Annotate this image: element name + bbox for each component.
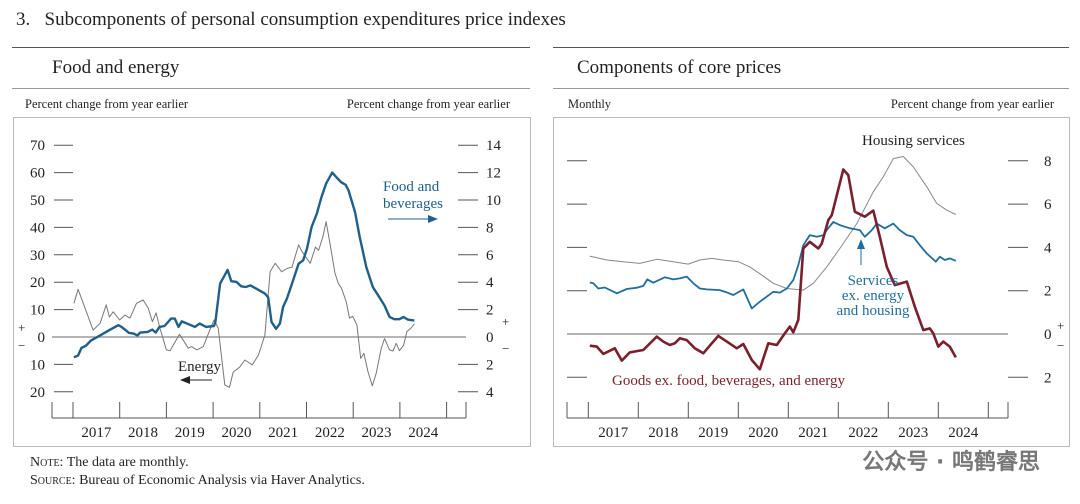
food-beverages-label: Food and [383,179,440,195]
x-tick-label: 2017 [598,425,629,441]
y-tick-label-right: 2 [1044,284,1052,300]
note-line: Note: The data are monthly. [30,455,189,471]
x-tick-label: 2020 [748,425,778,441]
y-tick-label-left: 50 [30,193,45,209]
x-tick-label: 2023 [362,425,392,441]
source-label: Source: [30,473,76,488]
y-tick-label-left: 10 [30,357,45,373]
arrowhead-icon [428,215,438,223]
source-text: Bureau of Economic Analysis via Haver An… [79,473,365,488]
x-tick-label: 2019 [175,425,205,441]
panel-title-core-prices: Components of core prices [577,57,782,78]
y-tick-label-right: 8 [486,220,494,236]
note-text: The data are monthly. [66,455,189,470]
panel-title-food-energy: Food and energy [52,57,180,78]
right-axis-unit-label: Percent change from year earlier [346,97,510,111]
services-ex-energy-housing-line [589,221,957,310]
goods-label: Goods ex. food, beverages, and energy [612,373,845,389]
figure-title-text: Subcomponents of personal consumption ex… [44,9,566,30]
minus-sign: − [1057,338,1064,353]
y-tick-label-right: 4 [1044,240,1052,256]
plus-sign: + [18,320,25,335]
right-axis-unit-label: Percent change from year earlier [890,97,1054,111]
arrowhead-icon [857,239,865,249]
left-axis-unit-label: Monthly [568,97,612,111]
source-line: Source: Bureau of Economic Analysis via … [30,473,365,489]
y-tick-label-right: 2 [1044,370,1052,386]
x-tick-label: 2018 [128,425,158,441]
y-tick-label-left: 30 [30,248,45,264]
y-tick-label-right: 6 [1044,197,1052,213]
y-tick-label-right: 0 [1044,327,1052,343]
y-tick-label-left: 60 [30,166,45,182]
y-tick-label-right: 2 [486,303,494,319]
x-tick-label: 2017 [81,425,112,441]
chart-frame-left [13,117,531,447]
y-tick-label-left: 0 [38,330,46,346]
y-tick-label-right: 10 [486,193,501,209]
figure-title: 3. Subcomponents of personal consumption… [16,9,566,31]
x-tick-label: 2020 [221,425,251,441]
goods-ex-food-energy-line [589,168,957,371]
x-tick-label: 2024 [408,425,439,441]
plus-sign: + [1057,318,1064,333]
left-axis-unit-label: Percent change from year earlier [25,97,189,111]
housing-services-label: Housing services [862,133,965,149]
energy-line [73,221,415,388]
x-tick-label: 2023 [898,425,928,441]
services-label: Services [848,273,899,289]
y-tick-label-right: 14 [486,138,502,154]
top-rule-left [12,47,530,48]
x-tick-label: 2021 [268,425,298,441]
services-label: ex. energy [842,288,905,304]
minus-sign: − [18,338,25,353]
panel-rule-right [553,88,1069,89]
top-rule-right [553,47,1069,48]
x-tick-label: 2021 [798,425,828,441]
arrowhead-icon [180,376,190,384]
y-tick-label-left: 10 [30,303,45,319]
minus-sign: − [502,341,509,356]
y-tick-label-left: 20 [30,275,45,291]
x-tick-label: 2018 [648,425,678,441]
food-beverages-line [73,171,415,359]
services-label: and housing [837,303,910,319]
y-tick-label-left: 70 [30,138,45,154]
y-tick-label-right: 6 [486,248,494,264]
y-tick-label-left: 20 [30,385,45,401]
note-label: Note: [30,455,64,470]
y-tick-label-right: 12 [486,166,501,182]
energy-label: Energy [178,359,222,375]
watermark: 公众号 · 鸣鹤睿思 [862,450,1040,475]
x-tick-label: 2019 [698,425,728,441]
panel-rule-left [12,88,530,89]
x-tick-label: 2022 [848,425,878,441]
housing-services-line [589,156,957,291]
y-tick-label-right: 2 [486,357,494,373]
y-tick-label-right: 4 [486,385,494,401]
y-tick-label-left: 40 [30,220,45,236]
chart-frame-right [553,117,1070,447]
y-tick-label-right: 8 [1044,154,1052,170]
figure-number: 3. [16,9,31,30]
y-tick-label-right: 0 [486,330,494,346]
plus-sign: + [502,314,509,329]
x-tick-label: 2022 [315,425,345,441]
x-tick-label: 2024 [948,425,979,441]
food-beverages-label: beverages [383,196,443,212]
y-tick-label-right: 4 [486,275,494,291]
